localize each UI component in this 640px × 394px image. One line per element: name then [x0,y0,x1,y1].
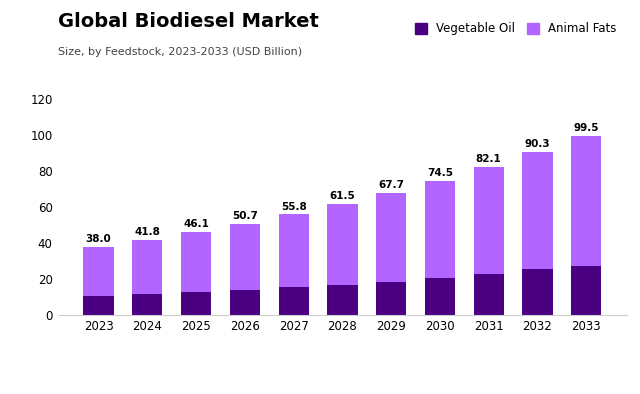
Text: 99.5: 99.5 [573,123,599,133]
Bar [132,294,163,315]
Text: 10.1%: 10.1% [141,342,232,368]
Text: $38B: $38B [416,342,491,368]
Text: 55.8: 55.8 [281,202,307,212]
Bar [132,240,163,294]
Text: 46.1: 46.1 [183,219,209,229]
Bar [327,285,358,315]
Bar [327,204,358,285]
Text: 50.7: 50.7 [232,211,258,221]
Text: market.us: market.us [547,349,618,362]
Bar [522,269,552,315]
Bar [181,292,211,315]
Legend: Vegetable Oil, Animal Fats: Vegetable Oil, Animal Fats [410,18,621,40]
Text: The Forecasted Market: The Forecasted Market [269,338,413,348]
Text: 82.1: 82.1 [476,154,502,164]
Bar [181,232,211,292]
Bar [278,214,308,287]
Text: At the CAGR of:: At the CAGR of: [13,370,111,380]
Bar [425,181,455,278]
Bar [230,290,260,315]
Bar [522,152,552,269]
Text: Size, by Feedstock, 2023-2033 (USD Billion): Size, by Feedstock, 2023-2033 (USD Billi… [58,47,301,57]
Bar [425,278,455,315]
Bar [83,296,114,315]
Bar [83,247,114,296]
Text: Size for 2033 in USD:: Size for 2033 in USD: [269,370,401,380]
Bar [474,167,504,274]
Text: Global Biodiesel Market: Global Biodiesel Market [58,12,319,31]
Text: 74.5: 74.5 [427,168,453,178]
Bar [571,136,602,266]
Bar [376,193,406,282]
Bar [571,266,602,315]
Bar [278,287,308,315]
Text: 61.5: 61.5 [330,191,355,201]
Bar [376,282,406,315]
Text: 67.7: 67.7 [378,180,404,190]
Text: The Market will Grow: The Market will Grow [13,338,145,348]
Bar [474,274,504,315]
Text: 41.8: 41.8 [134,227,160,237]
Bar [230,224,260,290]
Text: 90.3: 90.3 [525,139,550,149]
Text: 38.0: 38.0 [86,234,111,244]
